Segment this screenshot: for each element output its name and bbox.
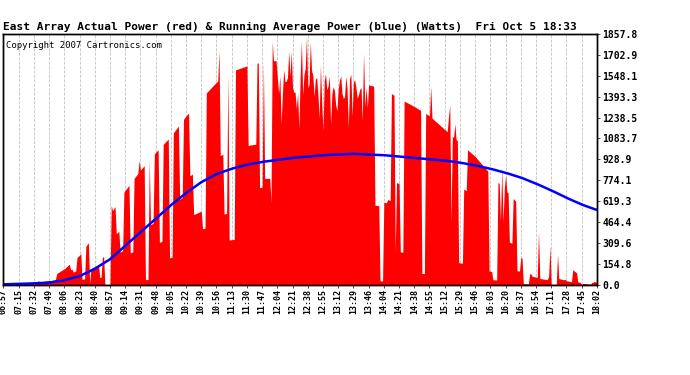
- Text: Copyright 2007 Cartronics.com: Copyright 2007 Cartronics.com: [6, 41, 162, 50]
- Text: East Array Actual Power (red) & Running Average Power (blue) (Watts)  Fri Oct 5 : East Array Actual Power (red) & Running …: [3, 21, 578, 32]
